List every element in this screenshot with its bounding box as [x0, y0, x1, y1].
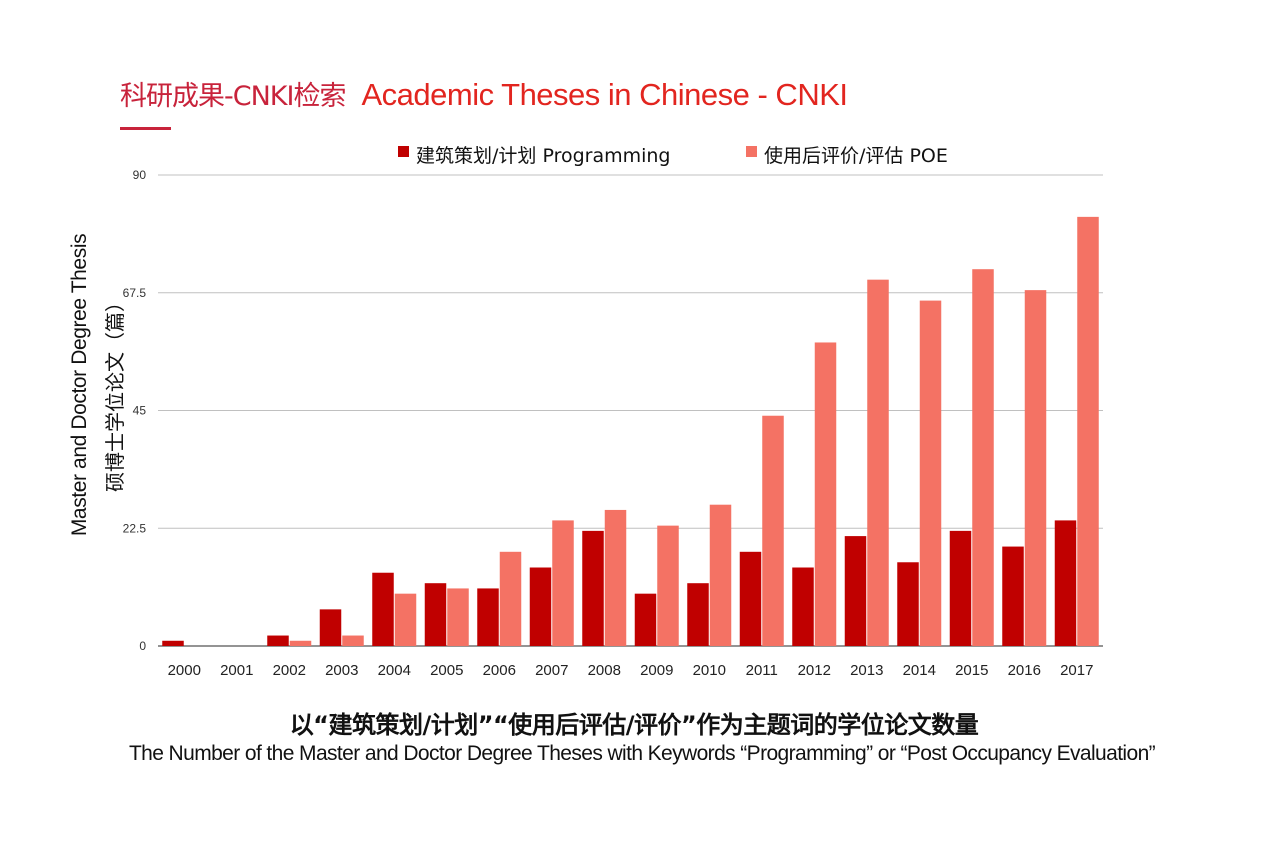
bar-poe [447, 588, 469, 646]
x-tick-label: 2011 [746, 662, 778, 679]
x-tick-label: 2012 [798, 662, 831, 679]
bar-poe [1024, 290, 1047, 646]
legend-label-programming: 建筑策划/计划 Programming [416, 145, 671, 167]
bar-poe [342, 635, 364, 646]
y-tick-label: 45 [133, 404, 147, 418]
caption-cn: 以“建筑策划/计划”“使用后评估/评价”作为主题词的学位论文数量 [289, 711, 979, 739]
x-tick-label: 2013 [850, 662, 883, 679]
y-axis-label-cn: 硕博士学位论文（篇） [103, 292, 127, 492]
bar-programming [529, 567, 552, 646]
bar-programming [1002, 546, 1024, 646]
bar-poe [394, 593, 417, 646]
bar-poe [604, 509, 627, 646]
x-tick-label: 2010 [693, 662, 726, 679]
bar-programming [424, 583, 447, 646]
x-tick-label: 2004 [378, 662, 411, 679]
bar-programming [162, 640, 184, 646]
bar-programming [1054, 520, 1077, 646]
bar-programming [739, 551, 762, 646]
caption-en: The Number of the Master and Doctor Degr… [128, 742, 1156, 765]
legend-swatch-programming [398, 146, 409, 157]
bar-poe [709, 504, 732, 646]
y-tick-label: 90 [133, 168, 147, 182]
bar-poe [552, 520, 574, 646]
x-tick-label: 2000 [168, 662, 201, 679]
y-tick-label: 0 [139, 639, 146, 653]
bar-poe [867, 279, 889, 646]
x-tick-label: 2009 [640, 662, 673, 679]
slide-title: 科研成果-CNKI检索 Academic Theses in Chinese - … [120, 74, 848, 113]
slide-title-cn: 科研成果-CNKI检索 [120, 81, 346, 112]
bar-programming [687, 583, 709, 646]
bar-programming [319, 609, 342, 646]
x-tick-label: 2003 [325, 662, 358, 679]
bar-programming [844, 536, 867, 646]
bar-programming [372, 572, 394, 646]
x-tick-label: 2005 [430, 662, 463, 679]
title-underline [120, 127, 171, 130]
bar-poe [762, 415, 784, 646]
x-tick-label: 2002 [273, 662, 306, 679]
x-tick-label: 2006 [483, 662, 516, 679]
x-tick-label: 2015 [955, 662, 988, 679]
bar-programming [477, 588, 499, 646]
x-tick-label: 2008 [588, 662, 621, 679]
bar-programming [582, 530, 604, 646]
bar-poe [657, 525, 679, 646]
x-tick-label: 2007 [535, 662, 568, 679]
legend-label-poe: 使用后评价/评估 POE [764, 145, 948, 167]
slide-title-en: Academic Theses in Chinese - CNKI [361, 77, 848, 112]
bar-programming [634, 593, 657, 646]
bar-poe [1077, 216, 1099, 646]
bar-programming [267, 635, 289, 646]
y-tick-label: 22.5 [123, 521, 147, 535]
x-tick-label: 2014 [903, 662, 936, 679]
bar-programming [792, 567, 814, 646]
bar-poe [499, 551, 522, 646]
x-tick-label: 2001 [220, 662, 253, 679]
bar-poe [289, 640, 312, 646]
legend-swatch-poe [746, 146, 757, 157]
bar-programming [949, 530, 972, 646]
bar-programming [897, 562, 919, 646]
bar-poe [919, 300, 942, 646]
y-tick-label: 67.5 [123, 286, 147, 300]
bar-poe [972, 269, 994, 646]
y-axis-label-en: Master and Doctor Degree Thesis [68, 234, 91, 536]
x-tick-label: 2017 [1060, 662, 1093, 679]
x-tick-label: 2016 [1008, 662, 1041, 679]
bar-poe [814, 342, 837, 646]
